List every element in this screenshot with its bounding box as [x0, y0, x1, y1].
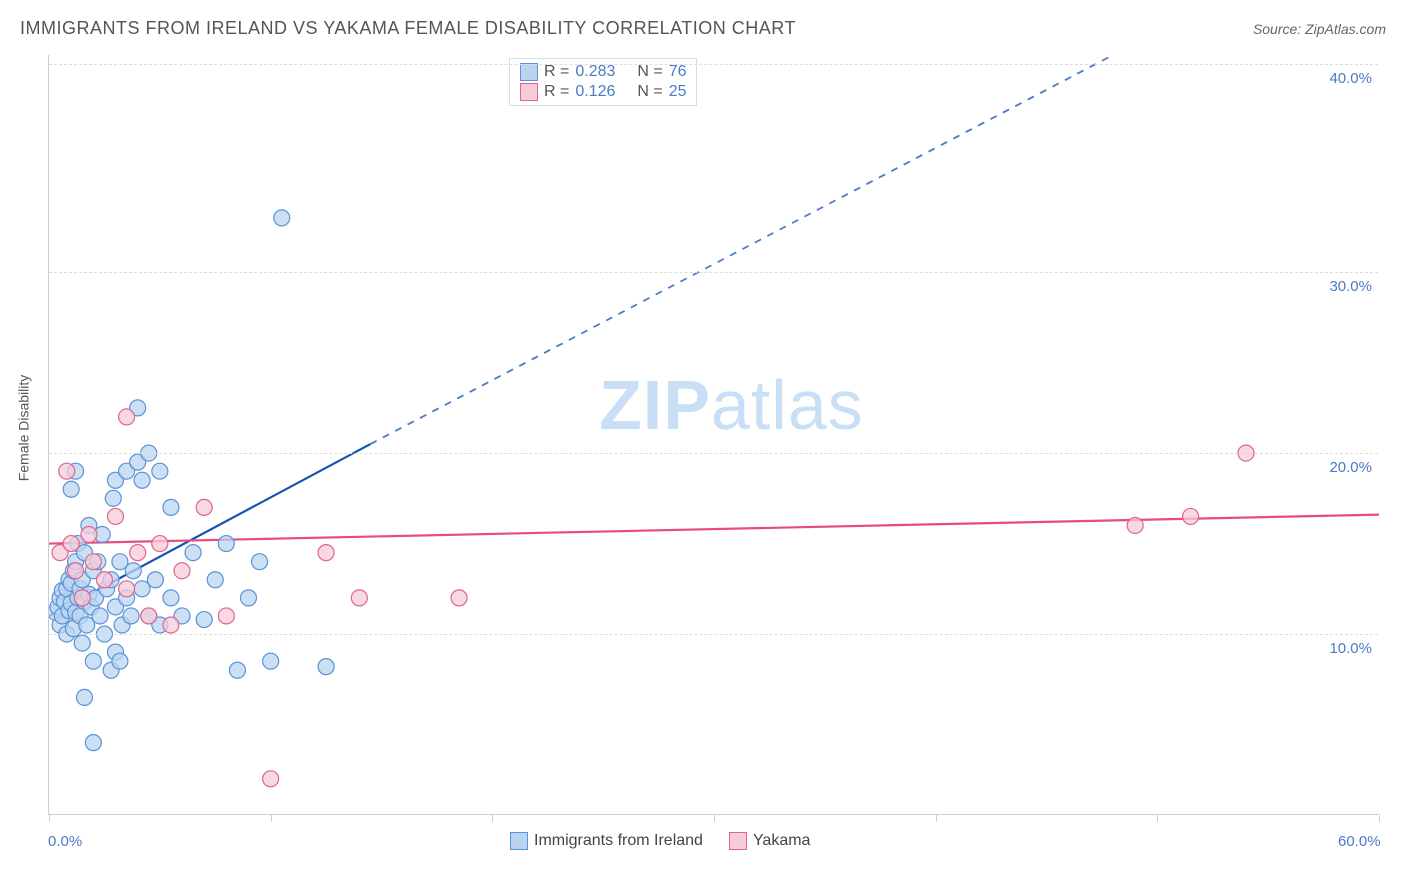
gridline [49, 453, 1378, 454]
legend-series-label: Yakama [753, 832, 811, 850]
data-point [451, 590, 467, 606]
gridline [49, 272, 1378, 273]
plot-svg [49, 55, 1379, 815]
gridline [49, 634, 1378, 635]
data-point [85, 554, 101, 570]
data-point [152, 536, 168, 552]
legend-stats: R = 0.283 N = 76 R = 0.126 N = 25 [509, 58, 697, 106]
legend-r-value: 0.126 [575, 83, 631, 101]
data-point [141, 608, 157, 624]
y-tick-label: 10.0% [1329, 640, 1372, 657]
data-point [218, 536, 234, 552]
data-point [105, 490, 121, 506]
data-point [74, 590, 90, 606]
legend-r-label: R = [544, 63, 569, 81]
x-tick [936, 814, 937, 822]
y-tick-label: 20.0% [1329, 459, 1372, 476]
data-point [63, 481, 79, 497]
data-point [163, 499, 179, 515]
data-point [81, 527, 97, 543]
data-point [163, 590, 179, 606]
data-point [112, 653, 128, 669]
data-point [123, 608, 139, 624]
chart-title: IMMIGRANTS FROM IRELAND VS YAKAMA FEMALE… [20, 18, 796, 39]
x-tick [271, 814, 272, 822]
legend-stat-row: R = 0.283 N = 76 [520, 63, 686, 81]
x-tick [1157, 814, 1158, 822]
data-point [351, 590, 367, 606]
legend-swatch [520, 83, 538, 101]
data-point [1127, 517, 1143, 533]
data-point [229, 662, 245, 678]
regression-line-dash [370, 55, 1113, 444]
data-point [68, 563, 84, 579]
legend-series-item: Immigrants from Ireland [510, 832, 703, 850]
x-tick [1379, 814, 1380, 822]
data-point [76, 689, 92, 705]
data-point [59, 463, 75, 479]
legend-series-item: Yakama [729, 832, 811, 850]
data-point [274, 210, 290, 226]
data-point [96, 572, 112, 588]
y-axis-label: Female Disability [15, 375, 31, 482]
legend-r-value: 0.283 [575, 63, 631, 81]
data-point [252, 554, 268, 570]
data-point [318, 545, 334, 561]
y-tick-label: 40.0% [1329, 70, 1372, 87]
x-tick-label: 60.0% [1338, 833, 1381, 850]
data-point [119, 581, 135, 597]
data-point [207, 572, 223, 588]
data-point [125, 563, 141, 579]
x-tick-label: 0.0% [48, 833, 82, 850]
legend-n-value: 25 [669, 83, 687, 101]
data-point [163, 617, 179, 633]
data-point [130, 545, 146, 561]
legend-series: Immigrants from Ireland Yakama [510, 832, 810, 850]
x-tick [49, 814, 50, 822]
data-point [92, 608, 108, 624]
legend-n-label: N = [637, 63, 662, 81]
plot-area: ZIPatlas R =0.283N =76R =0.126N =25 10.0… [48, 55, 1378, 815]
data-point [318, 659, 334, 675]
y-tick-label: 30.0% [1329, 278, 1372, 295]
data-point [196, 612, 212, 628]
data-point [263, 771, 279, 787]
data-point [85, 735, 101, 751]
data-point [63, 536, 79, 552]
data-point [147, 572, 163, 588]
source-label: Source: ZipAtlas.com [1253, 21, 1386, 37]
data-point [174, 563, 190, 579]
x-tick [714, 814, 715, 822]
legend-stat-row: R = 0.126 N = 25 [520, 83, 686, 101]
data-point [152, 463, 168, 479]
x-tick [492, 814, 493, 822]
data-point [218, 608, 234, 624]
data-point [263, 653, 279, 669]
regression-line [49, 515, 1379, 544]
data-point [196, 499, 212, 515]
data-point [134, 472, 150, 488]
legend-n-value: 76 [669, 63, 687, 81]
data-point [1183, 508, 1199, 524]
legend-n-label: N = [637, 83, 662, 101]
legend-swatch [729, 832, 747, 850]
data-point [108, 508, 124, 524]
data-point [241, 590, 257, 606]
legend-swatch [520, 63, 538, 81]
legend-swatch [510, 832, 528, 850]
gridline [49, 64, 1378, 65]
data-point [119, 409, 135, 425]
data-point [74, 635, 90, 651]
legend-r-label: R = [544, 83, 569, 101]
data-point [85, 653, 101, 669]
data-point [185, 545, 201, 561]
legend-series-label: Immigrants from Ireland [534, 832, 703, 850]
